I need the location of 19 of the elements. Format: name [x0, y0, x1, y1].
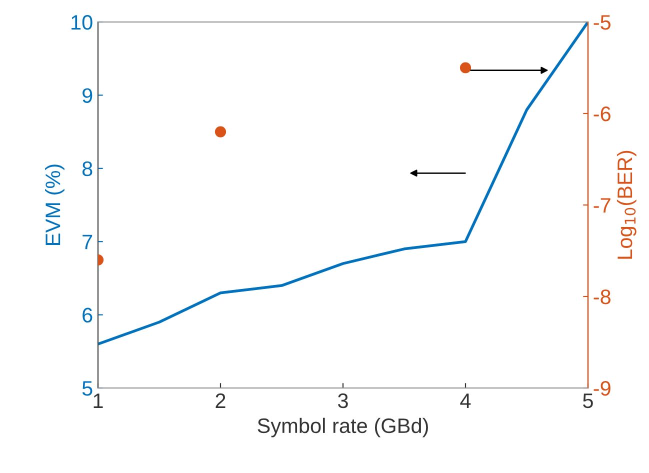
y2-tick-label: -7 — [594, 198, 610, 213]
y-tick-label: 10 — [72, 15, 92, 30]
y2-tick-label: -6 — [594, 106, 610, 122]
x-tick-label: 1 — [94, 394, 103, 408]
y-tick-label: 7 — [82, 234, 92, 250]
y2-axis-title: Log$_{10}$(BER) — [616, 150, 636, 259]
x-axis-title: Symbol rate (GBd) — [258, 418, 428, 438]
y2-tick-label: -9 — [594, 381, 610, 396]
y2-tick-label: -8 — [594, 290, 610, 304]
x-tick-label: 5 — [583, 394, 593, 408]
x-tick-label: 3 — [338, 393, 348, 408]
y-tick-label: 6 — [82, 308, 92, 323]
x-tick-label: 2 — [216, 393, 226, 408]
y2-tick-label: -5 — [594, 15, 611, 30]
y-tick-label: 9 — [82, 88, 92, 103]
y-tick-label: 5 — [82, 381, 92, 396]
y-tick-label: 8 — [82, 161, 92, 176]
y-axis-title: EVM (%) — [44, 164, 64, 245]
x-tick-label: 4 — [460, 394, 471, 408]
